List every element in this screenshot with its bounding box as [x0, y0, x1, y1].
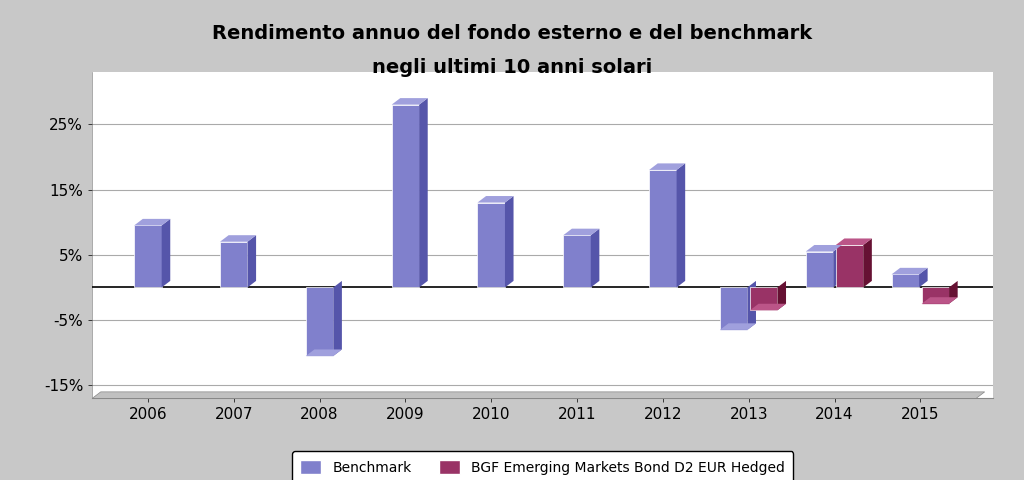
Polygon shape	[591, 228, 599, 288]
Polygon shape	[836, 239, 871, 245]
FancyBboxPatch shape	[750, 288, 777, 310]
Polygon shape	[334, 281, 342, 356]
Polygon shape	[306, 349, 342, 356]
FancyBboxPatch shape	[306, 288, 334, 356]
Polygon shape	[748, 281, 756, 330]
Polygon shape	[649, 163, 685, 170]
FancyBboxPatch shape	[836, 245, 863, 288]
Polygon shape	[949, 281, 957, 304]
Polygon shape	[505, 196, 514, 288]
Polygon shape	[419, 98, 428, 288]
Polygon shape	[563, 228, 599, 235]
FancyBboxPatch shape	[806, 252, 834, 288]
FancyBboxPatch shape	[134, 226, 162, 288]
Polygon shape	[92, 392, 985, 398]
Polygon shape	[391, 98, 428, 105]
Polygon shape	[863, 239, 871, 288]
Polygon shape	[248, 235, 256, 288]
Polygon shape	[477, 196, 514, 203]
Polygon shape	[750, 304, 786, 310]
FancyBboxPatch shape	[477, 203, 505, 288]
FancyBboxPatch shape	[649, 170, 677, 288]
Polygon shape	[777, 281, 786, 310]
Text: Rendimento annuo del fondo esterno e del benchmark: Rendimento annuo del fondo esterno e del…	[212, 24, 812, 43]
FancyBboxPatch shape	[391, 105, 419, 288]
Polygon shape	[806, 245, 842, 252]
Polygon shape	[677, 163, 685, 288]
Polygon shape	[834, 245, 842, 288]
Legend: Benchmark, BGF Emerging Markets Bond D2 EUR Hedged: Benchmark, BGF Emerging Markets Bond D2 …	[292, 451, 794, 480]
Polygon shape	[922, 297, 957, 304]
FancyBboxPatch shape	[720, 288, 748, 330]
Polygon shape	[892, 268, 928, 275]
Polygon shape	[134, 219, 170, 226]
FancyBboxPatch shape	[220, 242, 248, 288]
FancyBboxPatch shape	[892, 275, 920, 288]
Polygon shape	[920, 268, 928, 288]
Polygon shape	[162, 219, 170, 288]
Text: negli ultimi 10 anni solari: negli ultimi 10 anni solari	[372, 58, 652, 77]
FancyBboxPatch shape	[922, 288, 949, 304]
FancyBboxPatch shape	[563, 235, 591, 288]
Polygon shape	[220, 235, 256, 242]
Polygon shape	[720, 324, 756, 330]
